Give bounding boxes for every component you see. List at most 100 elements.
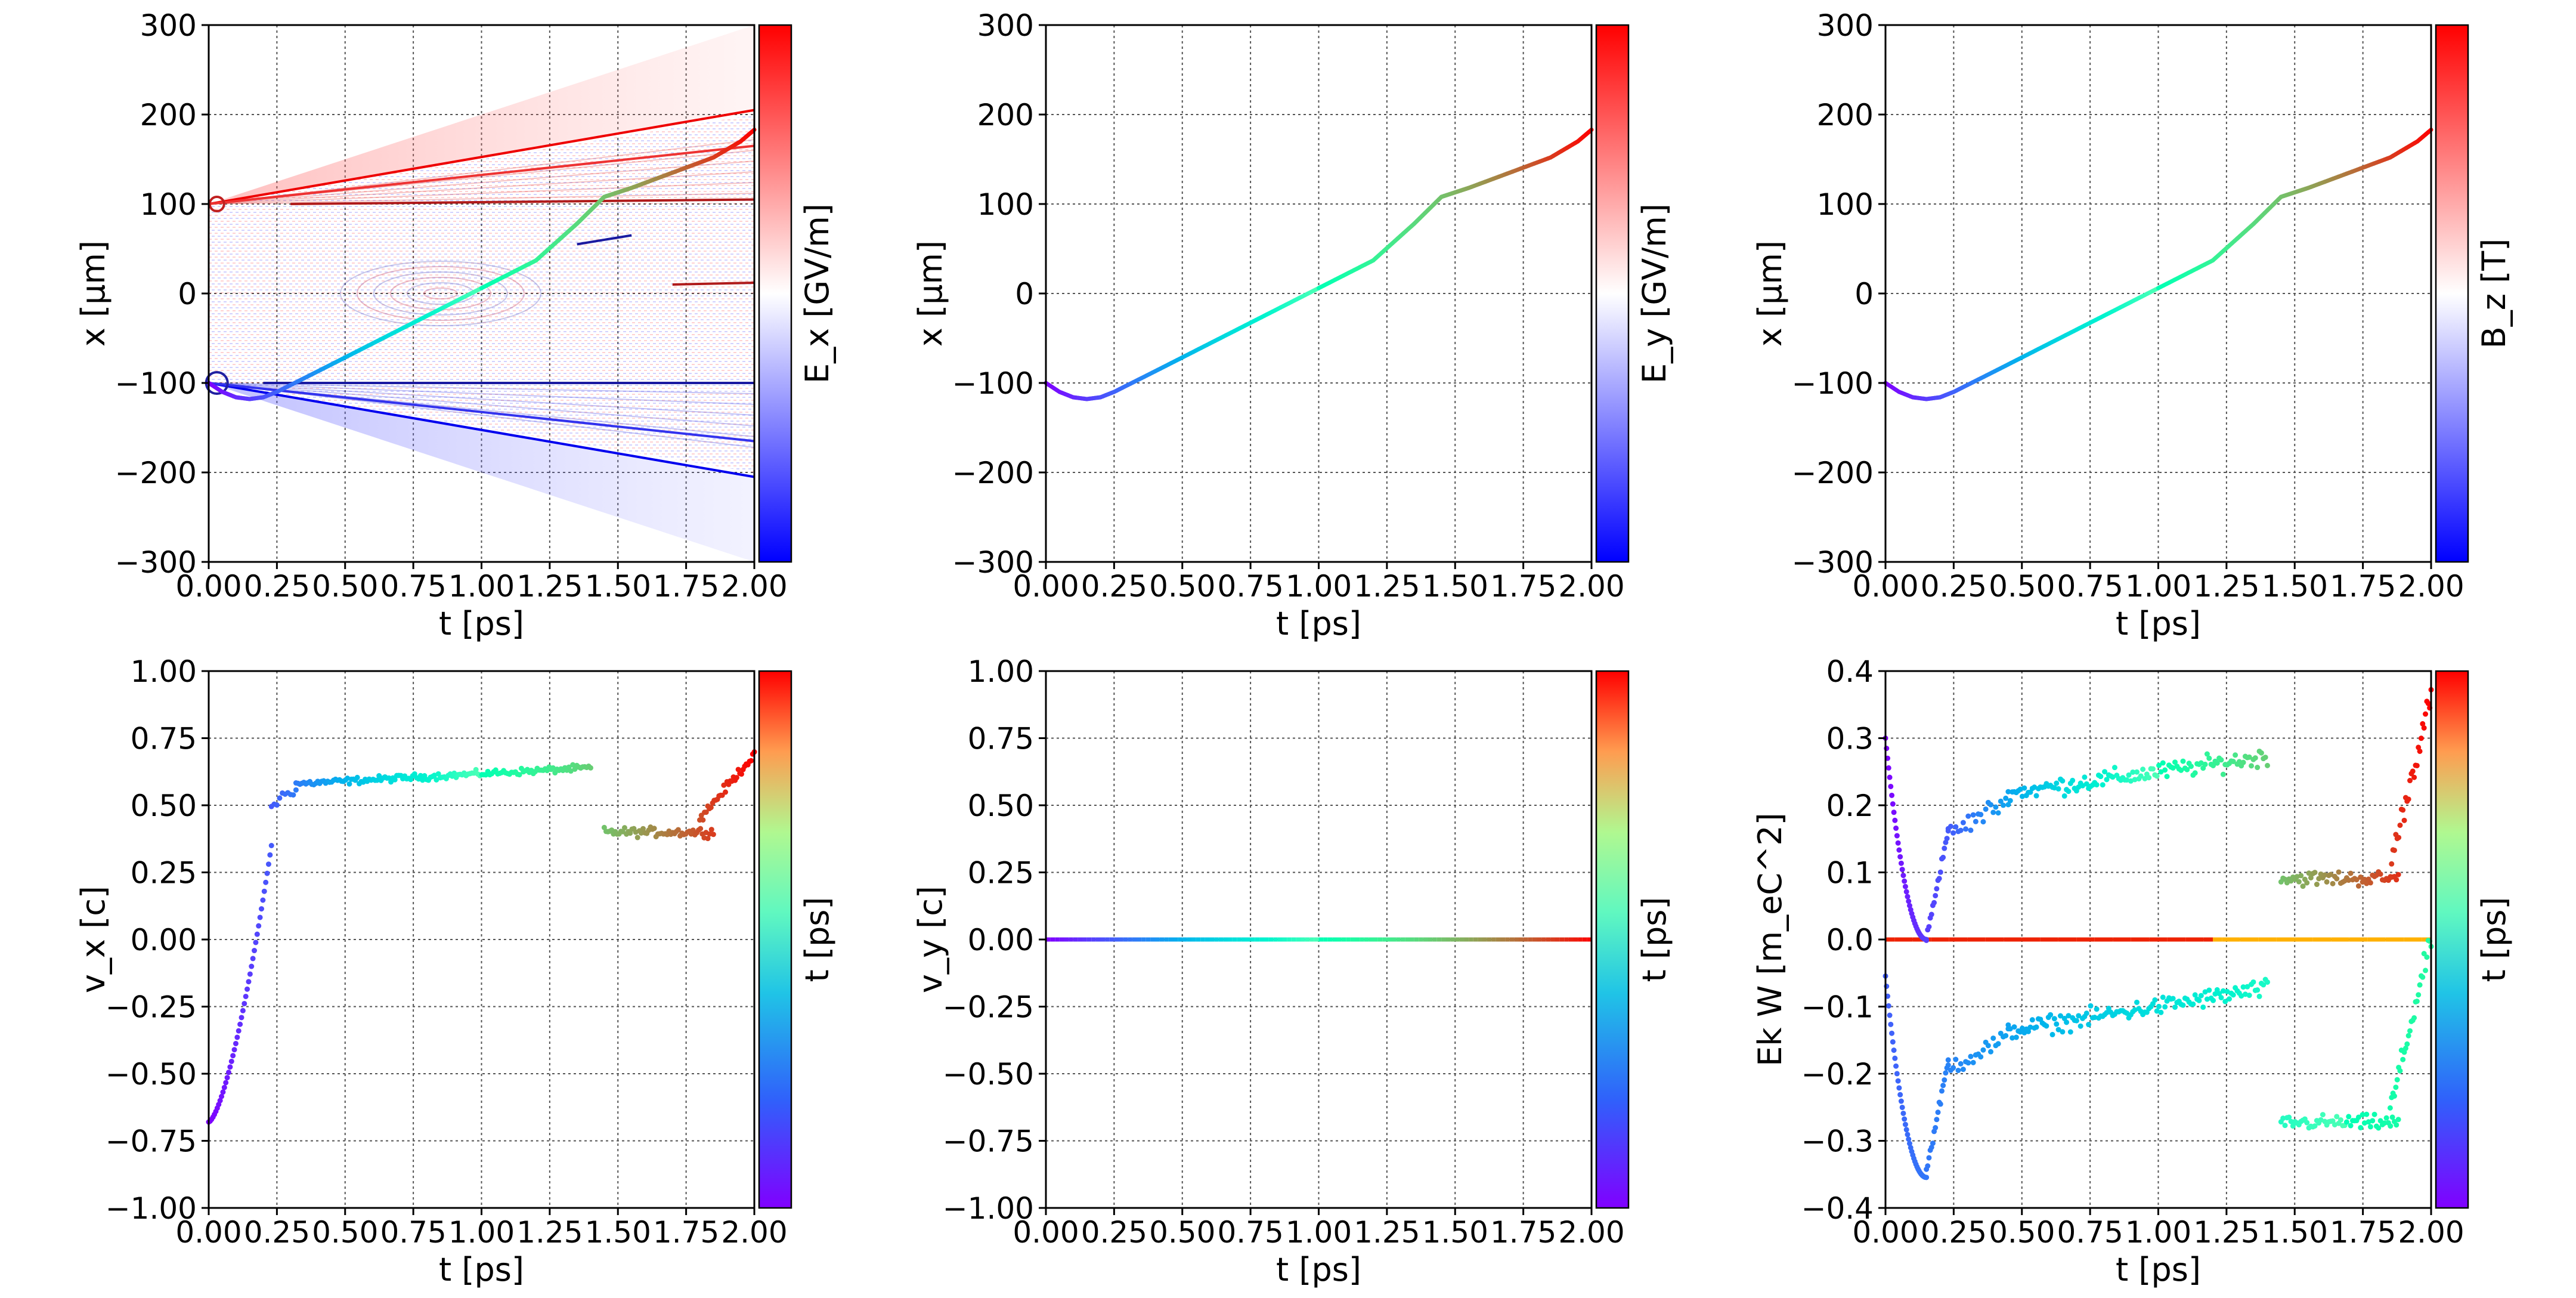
data-point	[264, 870, 270, 876]
field-streak	[208, 160, 755, 205]
data-point	[2005, 789, 2011, 795]
field-line	[208, 382, 755, 443]
y-tick-label: −100	[952, 366, 1034, 401]
data-point	[2236, 759, 2242, 765]
y-tick-label: −0.2	[1801, 1057, 1874, 1092]
data-point	[265, 861, 271, 867]
data-point	[723, 789, 729, 795]
data-point	[2178, 767, 2184, 773]
data-point	[1958, 827, 1964, 833]
data-point	[1897, 854, 1903, 860]
data-point	[1928, 911, 1934, 917]
x-tick-label: 1.25	[2193, 569, 2259, 604]
data-point	[2051, 785, 2057, 791]
data-point	[1937, 869, 1943, 875]
x-tick-label: 1.75	[2330, 569, 2396, 604]
y-tick-label: 0.75	[131, 722, 197, 756]
data-point	[2370, 1118, 2376, 1124]
data-point	[2083, 1010, 2089, 1016]
data-point	[1965, 813, 1971, 819]
x-tick-label: 2.00	[2398, 569, 2464, 604]
x-tick-label: 0.00	[1013, 1215, 1079, 1250]
data-point	[2286, 1114, 2292, 1120]
field-line	[208, 144, 755, 205]
data-point	[2420, 721, 2426, 727]
x-tick-label: 1.75	[653, 569, 719, 604]
y-tick-label: 0.4	[1826, 654, 1874, 689]
data-point	[2060, 778, 2066, 784]
y-tick-label: 200	[977, 98, 1034, 132]
data-point	[1905, 1132, 1911, 1138]
x-tick-label: 1.00	[448, 1215, 515, 1250]
data-point	[2391, 1093, 2397, 1099]
data-point	[2414, 999, 2420, 1005]
data-point	[1926, 1155, 1932, 1161]
data-point	[2394, 877, 2399, 883]
data-point	[2411, 1015, 2417, 1021]
data-point	[2290, 1123, 2296, 1129]
x-tick-label: 1.00	[2125, 569, 2191, 604]
data-point	[2389, 1114, 2395, 1120]
data-point	[247, 971, 253, 977]
data-point	[2033, 1024, 2039, 1030]
data-point	[2158, 1009, 2164, 1015]
data-point	[2214, 760, 2220, 766]
data-point	[249, 963, 255, 969]
y-tick-label: −1.00	[106, 1191, 197, 1226]
data-point	[2000, 802, 2006, 808]
data-point	[2142, 775, 2148, 781]
data-point	[2146, 775, 2152, 781]
y-tick-label: 0.0	[1826, 923, 1874, 957]
data-point	[2355, 1114, 2361, 1120]
data-point	[1960, 1067, 1966, 1073]
data-point	[1898, 1098, 1904, 1104]
y-tick-label: 200	[140, 98, 197, 132]
data-point	[2226, 996, 2232, 1002]
x-tick-label: 0.25	[244, 1215, 310, 1250]
data-point	[2198, 993, 2204, 999]
y-tick-label: −1.00	[943, 1191, 1034, 1226]
data-point	[2262, 755, 2268, 761]
x-tick-label: 0.00	[175, 1215, 242, 1250]
data-point	[2222, 999, 2228, 1005]
data-point	[2104, 777, 2110, 783]
data-point	[1968, 1053, 1974, 1059]
data-point	[2152, 997, 2158, 1003]
field-haze-lower	[209, 383, 754, 562]
data-point	[224, 1075, 230, 1081]
data-point	[2210, 762, 2216, 768]
colorbar-label: E_x [GV/m]	[798, 203, 836, 384]
data-point	[2367, 880, 2373, 886]
data-point	[708, 827, 714, 833]
data-point	[2410, 768, 2416, 774]
data-point	[2060, 1029, 2066, 1035]
data-point	[1893, 1063, 1899, 1069]
data-point	[2132, 777, 2138, 783]
y-tick-label: 100	[977, 187, 1034, 222]
data-point	[1891, 809, 1897, 815]
x-axis-label: t [ps]	[439, 1251, 524, 1288]
data-point	[2282, 1123, 2288, 1129]
data-point	[2138, 773, 2144, 779]
data-point	[223, 1080, 229, 1086]
y-tick-label: −300	[115, 545, 197, 580]
y-tick-label: 0	[1015, 277, 1034, 311]
data-point	[2405, 1033, 2411, 1039]
y-tick-label: 300	[1817, 8, 1874, 43]
x-tick-label: 0.75	[380, 569, 446, 604]
data-point	[2404, 1041, 2410, 1047]
data-point	[2420, 974, 2426, 980]
data-point	[2233, 752, 2238, 758]
data-point	[1906, 1141, 1912, 1146]
data-point	[2218, 994, 2224, 1000]
data-point	[2424, 954, 2430, 960]
data-point	[1990, 1035, 1996, 1041]
field-ring	[356, 266, 525, 321]
data-point	[1998, 798, 2004, 804]
data-point	[2210, 997, 2216, 1003]
data-point	[708, 805, 714, 811]
data-point	[1944, 836, 1950, 842]
data-point	[231, 1047, 237, 1053]
data-point	[2346, 877, 2352, 883]
x-tick-label: 2.00	[2398, 1215, 2464, 1250]
